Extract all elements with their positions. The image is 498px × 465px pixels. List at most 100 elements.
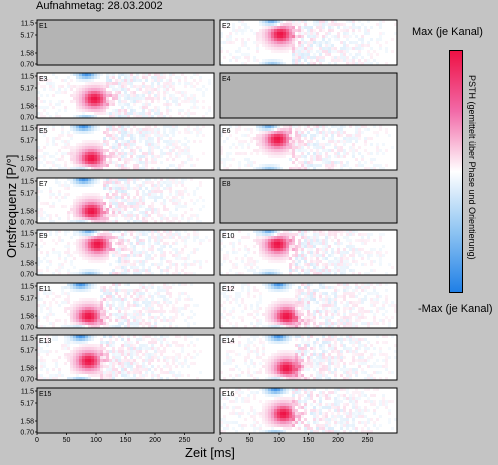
- heat-cell: [322, 137, 325, 140]
- heat-cell: [61, 289, 64, 292]
- heat-cell: [178, 112, 181, 115]
- heat-cell: [295, 313, 298, 316]
- heat-cell: [148, 356, 151, 359]
- heat-cell: [58, 230, 61, 233]
- heat-cell: [79, 242, 82, 245]
- heat-cell: [127, 178, 130, 181]
- heat-cell: [172, 125, 175, 128]
- heat-cell: [307, 146, 310, 149]
- heat-cell: [37, 344, 40, 347]
- heat-cell: [145, 152, 148, 155]
- heat-cell: [295, 155, 298, 158]
- heat-cell: [175, 199, 178, 202]
- heat-cell: [106, 161, 109, 164]
- heat-cell: [343, 272, 346, 275]
- heat-cell: [262, 269, 265, 272]
- heat-cell: [70, 335, 73, 338]
- heat-cell: [97, 248, 100, 251]
- heat-cell: [376, 254, 379, 257]
- heat-cell: [379, 23, 382, 26]
- heat-cell: [316, 41, 319, 44]
- heat-cell: [103, 217, 106, 220]
- heat-cell: [88, 88, 91, 91]
- heat-cell: [382, 301, 385, 304]
- heat-cell: [355, 131, 358, 134]
- heat-cell: [298, 59, 301, 62]
- heat-cell: [208, 106, 211, 109]
- heat-cell: [112, 128, 115, 131]
- heat-cell: [202, 85, 205, 88]
- heat-cell: [103, 233, 106, 236]
- heat-cell: [76, 115, 79, 118]
- heat-cell: [199, 128, 202, 131]
- heat-cell: [115, 356, 118, 359]
- heat-cell: [103, 298, 106, 301]
- heat-cell: [85, 362, 88, 365]
- heat-cell: [133, 94, 136, 97]
- heat-cell: [331, 254, 334, 257]
- heat-cell: [223, 230, 226, 233]
- heat-cell: [52, 298, 55, 301]
- heat-cell: [61, 100, 64, 103]
- heat-cell: [148, 137, 151, 140]
- heat-cell: [244, 134, 247, 137]
- heat-cell: [115, 196, 118, 199]
- heat-cell: [337, 161, 340, 164]
- heat-cell: [301, 301, 304, 304]
- heat-cell: [148, 178, 151, 181]
- heat-cell: [271, 289, 274, 292]
- heat-cell: [112, 365, 115, 368]
- heat-cell: [241, 32, 244, 35]
- heat-cell: [94, 283, 97, 286]
- heat-cell: [130, 146, 133, 149]
- heat-cell: [52, 322, 55, 325]
- heat-cell: [82, 338, 85, 341]
- heat-cell: [304, 292, 307, 295]
- heat-cell: [295, 325, 298, 328]
- heat-cell: [250, 263, 253, 266]
- heat-cell: [178, 283, 181, 286]
- heat-cell: [181, 344, 184, 347]
- heat-cell: [310, 158, 313, 161]
- heat-cell: [145, 137, 148, 140]
- panel-e8: E8: [219, 177, 398, 224]
- heat-cell: [286, 289, 289, 292]
- heat-cell: [190, 298, 193, 301]
- heat-cell: [82, 181, 85, 184]
- heat-cell: [115, 283, 118, 286]
- heat-cell: [43, 164, 46, 167]
- heat-cell: [163, 217, 166, 220]
- heat-cell: [262, 131, 265, 134]
- heat-cell: [91, 272, 94, 275]
- heat-cell: [346, 62, 349, 65]
- heat-cell: [175, 266, 178, 269]
- heat-cell: [157, 143, 160, 146]
- heat-cell: [73, 97, 76, 100]
- heat-cell: [283, 137, 286, 140]
- heat-cell: [274, 59, 277, 62]
- heat-cell: [175, 214, 178, 217]
- heat-cell: [265, 143, 268, 146]
- heat-cell: [172, 304, 175, 307]
- heat-cell: [109, 344, 112, 347]
- heat-cell: [91, 161, 94, 164]
- heat-cell: [385, 289, 388, 292]
- heat-cell: [196, 88, 199, 91]
- heat-cell: [145, 181, 148, 184]
- heat-cell: [76, 371, 79, 374]
- heat-cell: [127, 205, 130, 208]
- heat-cell: [121, 128, 124, 131]
- heat-cell: [118, 263, 121, 266]
- heat-cell: [307, 239, 310, 242]
- heat-cell: [40, 325, 43, 328]
- heat-cell: [316, 155, 319, 158]
- heat-cell: [142, 112, 145, 115]
- heat-cell: [328, 310, 331, 313]
- heat-cell: [316, 131, 319, 134]
- heat-cell: [118, 109, 121, 112]
- heat-cell: [316, 269, 319, 272]
- heat-cell: [199, 184, 202, 187]
- heat-cell: [67, 298, 70, 301]
- heat-cell: [82, 158, 85, 161]
- heat-cell: [70, 155, 73, 158]
